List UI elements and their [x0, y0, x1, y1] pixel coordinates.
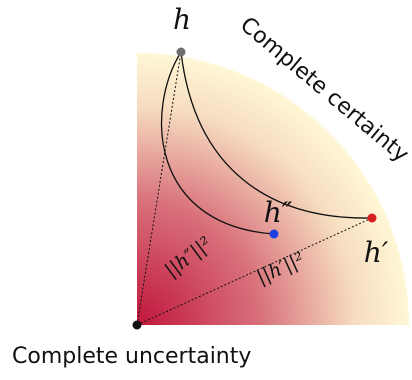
- dotted-line-origin-to-h-prime: [136, 217, 373, 326]
- point-h: [176, 47, 186, 57]
- label-h-double-prime: h″: [264, 196, 293, 229]
- point-h-prime: [367, 213, 377, 223]
- label-h: h: [173, 3, 191, 36]
- curve-h-to-h-double-prime: [160, 51, 275, 235]
- curve-h-to-h-prime: [180, 51, 373, 219]
- point-origin: [132, 320, 142, 330]
- label-complete-uncertainty: Complete uncertainty: [12, 344, 251, 369]
- label-h-prime: h′: [364, 236, 389, 269]
- point-h-double-prime: [269, 229, 279, 239]
- certainty-sector: [137, 53, 409, 325]
